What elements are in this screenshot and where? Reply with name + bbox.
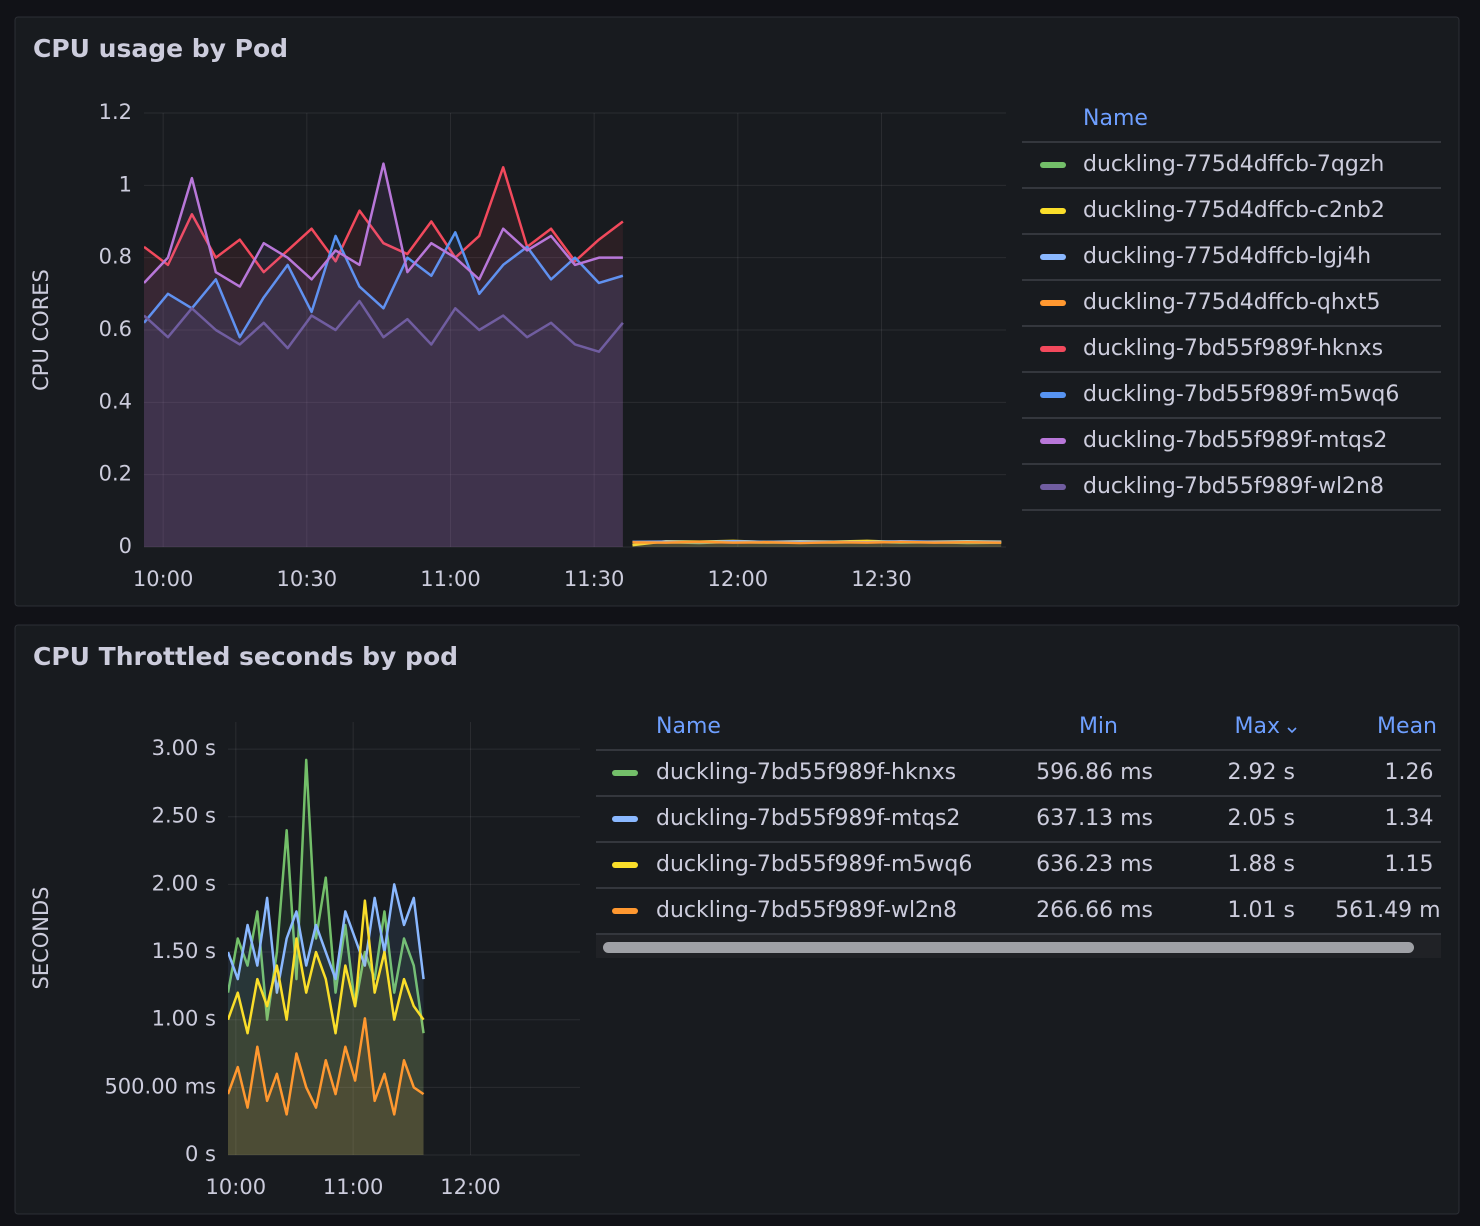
legend-label: duckling-7bd55f989f-m5wq6 (1083, 382, 1399, 407)
table-cell: 1.88 s (1228, 852, 1295, 877)
x-tick-label: 11:30 (564, 567, 625, 591)
legend-swatch (612, 862, 638, 868)
series-line (228, 899, 425, 1035)
y-tick-label: 0 s (185, 1142, 216, 1166)
series-area (228, 1018, 424, 1155)
table-cell: 596.86 ms (1036, 760, 1153, 785)
legend-swatch (612, 908, 638, 914)
x-tick-label: 10:00 (206, 1175, 267, 1199)
panel (14, 16, 1460, 607)
series-area (228, 884, 424, 1155)
y-tick-label: 1.50 s (152, 939, 216, 963)
legend-label: duckling-7bd55f989f-m5wq6 (656, 852, 972, 877)
legend-label: duckling-7bd55f989f-hknxs (656, 760, 956, 785)
y-tick-label: 2.00 s (152, 871, 216, 895)
legend-label: duckling-7bd55f989f-hknxs (1083, 336, 1383, 361)
legend-label: duckling-7bd55f989f-wl2n8 (656, 898, 957, 923)
table-cell: 561.49 ms (1335, 898, 1452, 923)
x-tick-label: 11:00 (323, 1175, 384, 1199)
series-area (228, 759, 424, 1155)
table-cell: 1.34 s (1385, 806, 1452, 831)
panel-title: CPU Throttled seconds by pod (33, 642, 458, 671)
plot (228, 758, 425, 1155)
legend-swatch (1040, 300, 1066, 306)
table-cell: 2.92 s (1228, 760, 1295, 785)
series-area (144, 163, 623, 547)
y-tick-label: 1.00 s (152, 1007, 216, 1031)
legend-label: duckling-775d4dffcb-c2nb2 (1083, 198, 1385, 223)
scrollbar-thumb[interactable] (603, 942, 1414, 953)
sort-icon (1287, 727, 1297, 734)
table-cell: 637.13 ms (1036, 806, 1153, 831)
y-axis-label: CPU CORES (29, 269, 53, 391)
chart: CPU Throttled seconds by pod SECONDS 0 s 50… (29, 642, 1452, 1199)
table-header: Mean (1377, 714, 1437, 739)
series-line (144, 299, 624, 353)
table-cell: 2.05 s (1228, 806, 1295, 831)
series-area (144, 232, 623, 547)
legend-swatch (1040, 346, 1066, 352)
series-line (228, 1017, 425, 1116)
y-tick-label: 1 (119, 172, 132, 196)
x-tick-label: 12:30 (851, 567, 912, 591)
x-tick-label: 10:00 (133, 567, 194, 591)
table-cell: 636.23 ms (1036, 852, 1153, 877)
legend-table: Name Min Max Mean duckling-7bd55f989f-hknxs 5… (596, 714, 1452, 935)
table-cell: 1.26 s (1385, 760, 1452, 785)
legend-label: duckling-775d4dffcb-qhxt5 (1083, 290, 1380, 315)
panel (14, 624, 1460, 1215)
series-line (144, 162, 623, 288)
x-tick-label: 10:30 (277, 567, 338, 591)
series-area (144, 167, 623, 547)
table-cell: 1.15 s (1385, 852, 1452, 877)
plot (144, 162, 1002, 547)
table-header: Max (1235, 714, 1280, 739)
legend-label: duckling-775d4dffcb-7qgzh (1083, 152, 1384, 177)
series-line (144, 231, 624, 339)
y-tick-label: 0.2 (99, 462, 132, 486)
y-tick-label: 2.50 s (152, 804, 216, 828)
y-axis-label: SECONDS (29, 886, 53, 989)
legend-swatch (1040, 484, 1066, 490)
legend-label: duckling-7bd55f989f-mtqs2 (1083, 428, 1387, 453)
table-header: Name (656, 714, 721, 739)
series-area (144, 301, 623, 547)
y-tick-label: 1.2 (99, 100, 132, 124)
x-tick-label: 11:00 (420, 567, 481, 591)
table-cell: 266.66 ms (1036, 898, 1153, 923)
x-tick-label: 12:00 (708, 567, 769, 591)
y-tick-label: 0.6 (99, 317, 132, 341)
legend-swatch (612, 770, 638, 776)
legend-header: Name (1083, 106, 1148, 131)
table-header: Min (1079, 714, 1118, 739)
series-line (632, 540, 1002, 545)
legend-swatch (1040, 208, 1066, 214)
y-tick-label: 0.4 (99, 389, 132, 413)
y-tick-label: 3.00 s (152, 736, 216, 760)
legend-swatch (1040, 438, 1066, 444)
x-tick-label: 12:00 (440, 1175, 501, 1199)
panel-title: CPU usage by Pod (33, 34, 288, 63)
y-tick-label: 500.00 ms (104, 1074, 216, 1098)
series-line (144, 166, 624, 274)
legend-label: duckling-7bd55f989f-wl2n8 (1083, 474, 1384, 499)
legend-swatch (612, 816, 638, 822)
table-cell: 1.01 s (1228, 898, 1295, 923)
y-tick-label: 0.8 (99, 245, 132, 269)
legend-label: duckling-775d4dffcb-lgj4h (1083, 244, 1371, 269)
legend-label: duckling-7bd55f989f-mtqs2 (656, 806, 960, 831)
y-tick-label: 0 (119, 534, 132, 558)
legend-swatch (1040, 254, 1066, 260)
legend-swatch (1040, 392, 1066, 398)
legend-swatch (1040, 162, 1066, 168)
series-line (228, 883, 425, 994)
